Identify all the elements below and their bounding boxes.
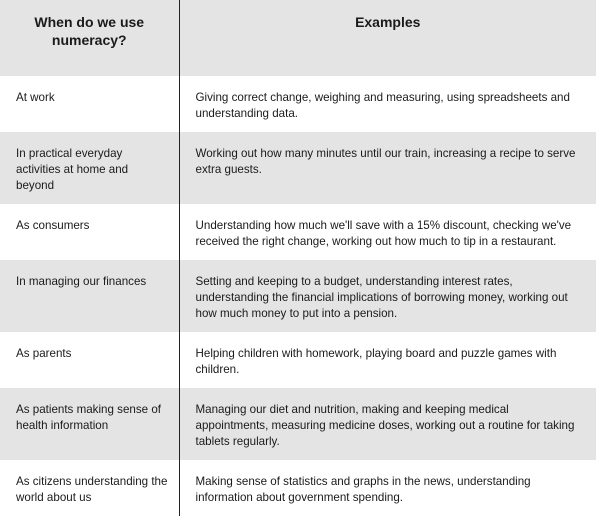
when-cell: As patients making sense of health infor… bbox=[0, 388, 180, 460]
table-row: In managing our finances Setting and kee… bbox=[0, 260, 596, 332]
table-body: At work Giving correct change, weighing … bbox=[0, 76, 596, 516]
table-header: When do we use numeracy? Examples bbox=[0, 0, 596, 76]
when-cell: In practical everyday activities at home… bbox=[0, 132, 180, 204]
table-row: As patients making sense of health infor… bbox=[0, 388, 596, 460]
examples-cell: Giving correct change, weighing and meas… bbox=[179, 76, 596, 132]
column-header-when: When do we use numeracy? bbox=[0, 0, 180, 76]
table-row: As citizens understanding the world abou… bbox=[0, 460, 596, 516]
table-row: As parents Helping children with homewor… bbox=[0, 332, 596, 388]
when-cell: As citizens understanding the world abou… bbox=[0, 460, 180, 516]
table-row: As consumers Understanding how much we'l… bbox=[0, 204, 596, 260]
examples-cell: Making sense of statistics and graphs in… bbox=[179, 460, 596, 516]
examples-cell: Working out how many minutes until our t… bbox=[179, 132, 596, 204]
table-row: In practical everyday activities at home… bbox=[0, 132, 596, 204]
when-cell: In managing our finances bbox=[0, 260, 180, 332]
examples-cell: Understanding how much we'll save with a… bbox=[179, 204, 596, 260]
when-cell: As parents bbox=[0, 332, 180, 388]
examples-cell: Helping children with homework, playing … bbox=[179, 332, 596, 388]
table-row: At work Giving correct change, weighing … bbox=[0, 76, 596, 132]
when-cell: As consumers bbox=[0, 204, 180, 260]
examples-cell: Setting and keeping to a budget, underst… bbox=[179, 260, 596, 332]
header-row: When do we use numeracy? Examples bbox=[0, 0, 596, 76]
when-cell: At work bbox=[0, 76, 180, 132]
column-header-examples: Examples bbox=[179, 0, 596, 76]
examples-cell: Managing our diet and nutrition, making … bbox=[179, 388, 596, 460]
